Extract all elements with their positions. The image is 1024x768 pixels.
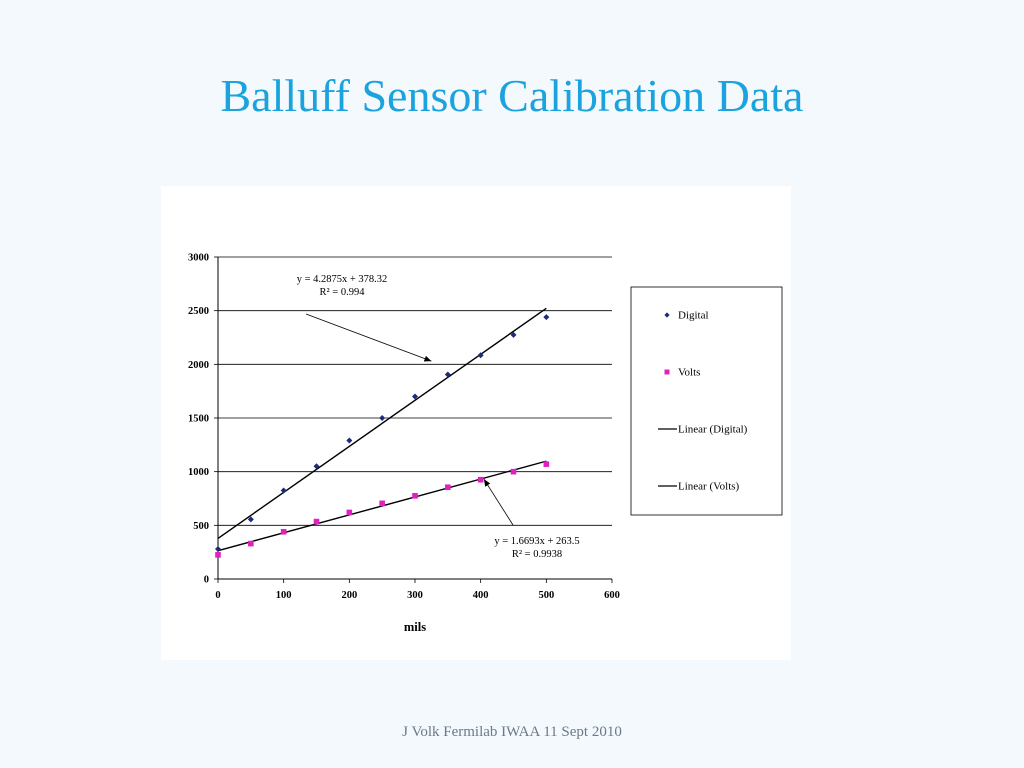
data-points	[215, 314, 550, 558]
digital-point	[412, 393, 418, 400]
volts-point	[477, 476, 484, 483]
volts-point	[379, 500, 385, 507]
x-axis-label: mils	[404, 620, 426, 634]
digital-point	[379, 415, 386, 421]
digital-point	[543, 314, 550, 321]
annotation-arrow-head	[483, 479, 491, 487]
digital-point	[510, 331, 517, 338]
trend-equation-label: y = 4.2875x + 378.32	[297, 274, 388, 285]
x-tick-label: 300	[407, 590, 423, 601]
x-tick-label: 400	[473, 590, 489, 601]
annotations: y = 4.2875x + 378.32 R² = 0.994 y = 1.6693…	[297, 274, 580, 560]
calibration-chart: 0 500 1000 1500 2000 2500 3000 0 100 200 300 400 500…	[188, 253, 783, 635]
annotation-arrow-line	[305, 313, 432, 362]
y-tick-label: 1000	[188, 467, 209, 478]
legend-label: Linear (Digital)	[678, 424, 748, 436]
x-tick-label: 500	[538, 590, 554, 601]
volts-point	[346, 509, 353, 516]
volts-point	[445, 484, 451, 491]
slide-footer: J Volk Fermilab IWAA 11 Sept 2010	[402, 724, 622, 740]
digital-point	[215, 545, 221, 552]
legend-volts-marker	[664, 369, 670, 375]
legend-digital-marker	[664, 312, 670, 318]
digital-point	[477, 352, 484, 359]
y-tick-label: 0	[204, 575, 209, 586]
axes: 0 500 1000 1500 2000 2500 3000 0 100 200 300 400 500…	[188, 253, 620, 635]
legend-label: Digital	[678, 310, 709, 322]
trend-equation-label: R² = 0.9938	[512, 549, 562, 560]
annotation-arrow-line	[483, 478, 514, 526]
trendlines	[217, 307, 547, 552]
trend-equation-label: R² = 0.994	[320, 287, 366, 298]
y-tick-label: 2000	[188, 360, 209, 371]
volts-point	[510, 468, 517, 475]
y-tick-label: 2500	[188, 306, 209, 317]
chart-panel: 0 500 1000 1500 2000 2500 3000 0 100 200 300 400 500…	[161, 186, 791, 660]
digital-point	[247, 516, 254, 523]
volts-point	[280, 528, 287, 535]
trend-equation-label: y = 1.6693x + 263.5	[494, 536, 579, 547]
y-tick-label: 1500	[188, 414, 209, 425]
volts-point	[248, 540, 254, 547]
x-tick-label: 600	[604, 590, 620, 601]
annotation-arrow-head	[423, 355, 432, 362]
grid-lines	[218, 256, 612, 526]
x-tick-label: 200	[341, 590, 357, 601]
legend-label: Volts	[678, 367, 700, 379]
x-tick-label: 0	[215, 590, 220, 601]
volts-point	[215, 552, 221, 558]
legend-box	[630, 286, 783, 516]
legend: Digital Volts Linear (Digital) Linear (Volt…	[630, 286, 783, 516]
y-tick-label: 500	[193, 521, 209, 532]
digital-point	[346, 437, 353, 444]
y-tick-label: 3000	[188, 253, 209, 264]
volts-point	[543, 461, 550, 467]
volts-point	[313, 518, 320, 525]
legend-label: Linear (Volts)	[678, 481, 740, 493]
digital-point	[280, 487, 287, 494]
volts-point	[412, 493, 418, 499]
x-tick-label: 100	[276, 590, 292, 601]
trendline-digital	[217, 307, 547, 539]
digital-point	[313, 463, 320, 470]
slide-title: Balluff Sensor Calibration Data	[220, 70, 804, 121]
digital-point	[444, 371, 451, 378]
